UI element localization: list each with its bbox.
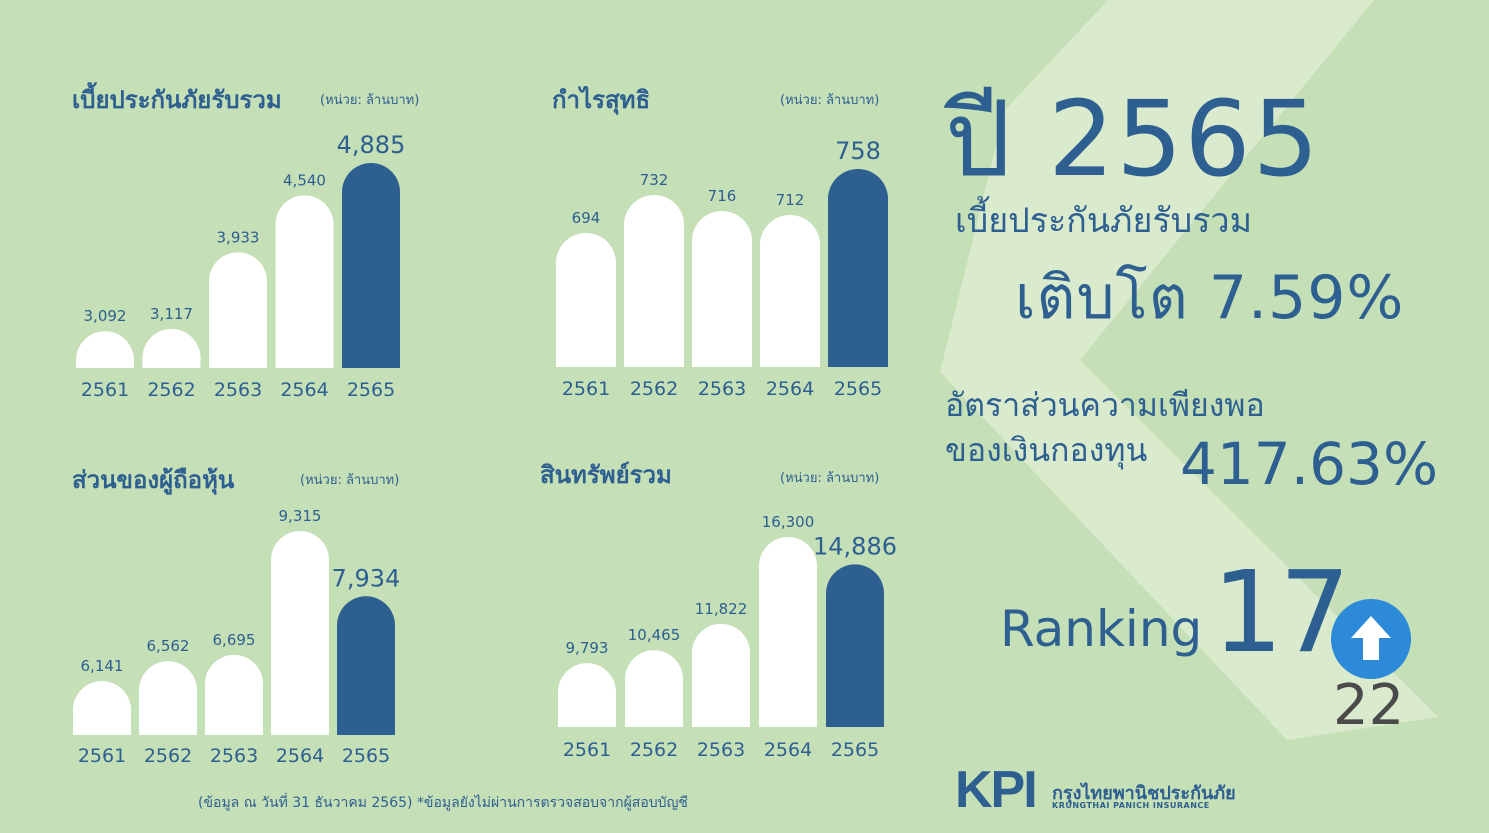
year-tick-label: 2565 xyxy=(831,739,879,761)
value-label: 9,793 xyxy=(566,639,609,657)
bar-chart-svg: 6,141 2561 6,562 2562 6,695 2563 9,315 2564 7,93… xyxy=(73,507,401,767)
premium-label: เบี้ยประกันภัยรับรวม xyxy=(955,201,1253,241)
growth-label: เติบโต 7.59% xyxy=(1015,263,1405,333)
bar-2562 xyxy=(624,195,684,367)
footnote: (ข้อมูล ณ วันที่ 31 ธันวาคม 2565) *ข้อมู… xyxy=(198,795,688,811)
chart-title: กำไรสุทธิ xyxy=(552,86,651,114)
chart-unit: (หน่วย: ล้านบาท) xyxy=(780,471,880,486)
value-label: 4,885 xyxy=(337,131,406,159)
year-tick-label: 2564 xyxy=(764,739,812,761)
value-label: 694 xyxy=(572,209,601,227)
bar-2562 xyxy=(625,650,683,727)
company-name-th: กรุงไทยพานิชประกันภัย xyxy=(1052,783,1236,804)
bar-2562 xyxy=(142,328,201,368)
bar-2561 xyxy=(558,663,616,727)
value-label: 16,300 xyxy=(762,513,815,531)
bar-2565 xyxy=(337,596,395,735)
bar-2561 xyxy=(73,681,131,735)
bar-2563 xyxy=(692,623,750,727)
value-label: 11,822 xyxy=(695,600,748,618)
value-label: 9,315 xyxy=(279,507,322,525)
arrow-up-icon xyxy=(1331,599,1411,679)
year-tick-label: 2561 xyxy=(562,378,610,400)
year-heading: ปี 2565 xyxy=(945,78,1321,200)
year-tick-label: 2565 xyxy=(834,378,882,400)
year-tick-label: 2564 xyxy=(280,379,328,401)
chart-title: เบี้ยประกันภัยรับรวม xyxy=(72,86,282,114)
bar-2564 xyxy=(275,195,334,368)
bar-chart-svg: 694 2561 732 2562 716 2563 712 2564 758 2565 xyxy=(556,137,888,400)
chart-gross-premium: เบี้ยประกันภัยรับรวม (หน่วย: ล้านบาท) 3,… xyxy=(70,80,430,410)
value-label: 4,540 xyxy=(283,171,326,189)
chart-unit: (หน่วย: ล้านบาท) xyxy=(320,93,420,108)
year-tick-label: 2563 xyxy=(214,379,262,401)
chart-unit: (หน่วย: ล้านบาท) xyxy=(780,93,880,108)
year-tick-label: 2563 xyxy=(697,739,745,761)
capital-ratio-label-line2: ของเงินกองทุน xyxy=(945,431,1148,469)
year-tick-label: 2561 xyxy=(81,379,129,401)
chart-title: สินทรัพย์รวม xyxy=(540,461,672,489)
bar-2565 xyxy=(342,163,400,368)
value-label: 3,933 xyxy=(217,228,260,246)
year-tick-label: 2562 xyxy=(630,739,678,761)
year-tick-label: 2561 xyxy=(78,745,126,767)
value-label: 7,934 xyxy=(332,564,401,592)
value-label: 6,141 xyxy=(81,657,124,675)
bar-2563 xyxy=(692,211,752,367)
year-tick-label: 2565 xyxy=(342,745,390,767)
capital-ratio-label-line1: อัตราส่วนความเพียงพอ xyxy=(945,386,1265,424)
bar-2561 xyxy=(76,331,134,368)
bar-2564 xyxy=(271,531,329,735)
bar-2564 xyxy=(759,537,817,727)
bar-2563 xyxy=(209,252,267,368)
value-label: 10,465 xyxy=(628,626,681,644)
value-label: 14,886 xyxy=(813,532,897,560)
value-label: 758 xyxy=(835,137,881,165)
chart-shareholders-equity: ส่วนของผู้ถือหุ้น (หน่วย: ล้านบาท) 6,141… xyxy=(70,460,430,770)
value-label: 3,092 xyxy=(84,307,127,325)
bar-2564 xyxy=(760,215,820,367)
year-tick-label: 2563 xyxy=(698,378,746,400)
capital-ratio-value: 417.63% xyxy=(1180,430,1439,498)
value-label: 6,695 xyxy=(213,631,256,649)
year-tick-label: 2564 xyxy=(276,745,324,767)
value-label: 716 xyxy=(708,187,737,205)
chart-net-profit: กำไรสุทธิ (หน่วย: ล้านบาท) 694 2561 732 256… xyxy=(550,80,910,410)
year-tick-label: 2564 xyxy=(766,378,814,400)
value-label: 3,117 xyxy=(150,305,193,323)
bar-2565 xyxy=(826,564,884,727)
year-tick-label: 2562 xyxy=(630,378,678,400)
year-tick-label: 2562 xyxy=(144,745,192,767)
year-tick-label: 2561 xyxy=(563,739,611,761)
value-label: 6,562 xyxy=(147,637,190,655)
ranking-value: 17 xyxy=(1212,548,1351,678)
ranking-label: Ranking xyxy=(1000,600,1203,658)
previous-ranking: 22 xyxy=(1333,673,1405,738)
year-tick-label: 2563 xyxy=(210,745,258,767)
bar-2563 xyxy=(205,654,263,735)
chart-unit: (หน่วย: ล้านบาท) xyxy=(300,473,400,488)
year-tick-label: 2562 xyxy=(147,379,195,401)
chart-title: ส่วนของผู้ถือหุ้น xyxy=(72,466,235,494)
bar-2561 xyxy=(556,233,616,367)
company-name-en: KRUNGTHAI PANICH INSURANCE xyxy=(1052,801,1210,810)
bar-2565 xyxy=(828,169,888,367)
value-label: 732 xyxy=(640,171,669,189)
value-label: 712 xyxy=(776,191,805,209)
bar-2562 xyxy=(139,661,197,735)
year-tick-label: 2565 xyxy=(347,379,395,401)
chart-total-assets: สินทรัพย์รวม (หน่วย: ล้านบาท) 9,793 2561 1… xyxy=(540,455,910,765)
bar-chart-svg: 9,793 2561 10,465 2562 11,822 2563 16,300 2564 1… xyxy=(558,513,897,761)
bar-chart-svg: 3,092 2561 3,117 2562 3,933 2563 4,540 2564 4,88… xyxy=(76,131,406,401)
kpi-logo: KPI xyxy=(955,761,1038,819)
